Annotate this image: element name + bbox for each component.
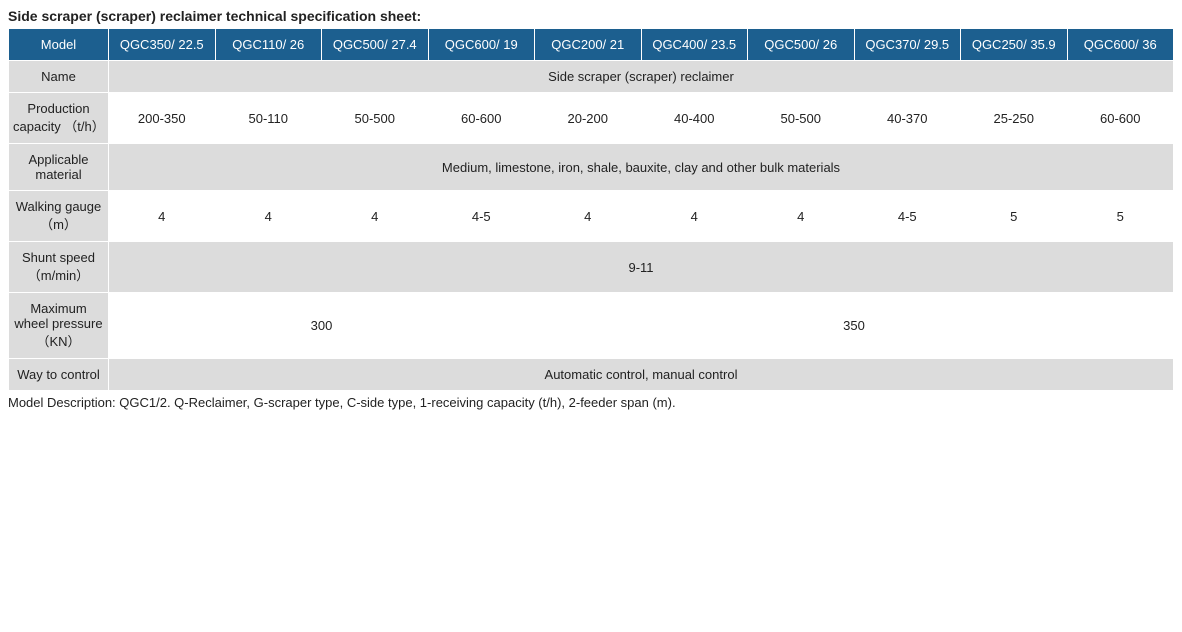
row-label: Production capacity （t/h）: [9, 93, 109, 144]
header-model: QGC250/ 35.9: [961, 29, 1068, 61]
header-model: QGC400/ 23.5: [641, 29, 748, 61]
row-applicable-material: Applicable material Medium, limestone, i…: [9, 144, 1174, 191]
cell: 4: [109, 191, 216, 242]
row-label: Maximum wheel pressure （KN）: [9, 293, 109, 359]
cell: 4-5: [428, 191, 535, 242]
header-model: QGC370/ 29.5: [854, 29, 961, 61]
row-value: 9-11: [109, 242, 1174, 293]
header-model: QGC500/ 27.4: [322, 29, 429, 61]
cell: 60-600: [428, 93, 535, 144]
cell: 200-350: [109, 93, 216, 144]
cell: 20-200: [535, 93, 642, 144]
header-model: QGC500/ 26: [748, 29, 855, 61]
header-row: Model QGC350/ 22.5 QGC110/ 26 QGC500/ 27…: [9, 29, 1174, 61]
row-production-capacity: Production capacity （t/h） 200-350 50-110…: [9, 93, 1174, 144]
row-way-to-control: Way to control Automatic control, manual…: [9, 359, 1174, 391]
header-model: QGC200/ 21: [535, 29, 642, 61]
cell: 4: [322, 191, 429, 242]
model-description: Model Description: QGC1/2. Q-Reclaimer, …: [8, 395, 1174, 410]
row-walking-gauge: Walking gauge （m） 4 4 4 4-5 4 4 4 4-5 5 …: [9, 191, 1174, 242]
header-model: QGC110/ 26: [215, 29, 322, 61]
row-shunt-speed: Shunt speed （m/min） 9-11: [9, 242, 1174, 293]
cell: 4: [535, 191, 642, 242]
page-title: Side scraper (scraper) reclaimer technic…: [8, 8, 1174, 24]
cell: 25-250: [961, 93, 1068, 144]
header-model: QGC600/ 36: [1067, 29, 1174, 61]
cell: 4: [641, 191, 748, 242]
cell: 5: [961, 191, 1068, 242]
row-value: Medium, limestone, iron, shale, bauxite,…: [109, 144, 1174, 191]
row-label: Way to control: [9, 359, 109, 391]
header-model: QGC600/ 19: [428, 29, 535, 61]
row-max-wheel-pressure: Maximum wheel pressure （KN） 300 350: [9, 293, 1174, 359]
cell: 40-370: [854, 93, 961, 144]
cell: 5: [1067, 191, 1174, 242]
row-label: Name: [9, 61, 109, 93]
spec-table: Model QGC350/ 22.5 QGC110/ 26 QGC500/ 27…: [8, 28, 1174, 391]
row-label: Walking gauge （m）: [9, 191, 109, 242]
header-label: Model: [9, 29, 109, 61]
cell: 4: [748, 191, 855, 242]
cell: 60-600: [1067, 93, 1174, 144]
cell: 50-500: [322, 93, 429, 144]
row-value: Automatic control, manual control: [109, 359, 1174, 391]
cell: 4: [215, 191, 322, 242]
row-value: Side scraper (scraper) reclaimer: [109, 61, 1174, 93]
table-body: Name Side scraper (scraper) reclaimer Pr…: [9, 61, 1174, 391]
cell: 50-500: [748, 93, 855, 144]
cell-right: 350: [535, 293, 1174, 359]
row-label: Applicable material: [9, 144, 109, 191]
row-name: Name Side scraper (scraper) reclaimer: [9, 61, 1174, 93]
row-label: Shunt speed （m/min）: [9, 242, 109, 293]
cell: 40-400: [641, 93, 748, 144]
cell: 4-5: [854, 191, 961, 242]
cell: 50-110: [215, 93, 322, 144]
cell-left: 300: [109, 293, 535, 359]
header-model: QGC350/ 22.5: [109, 29, 216, 61]
